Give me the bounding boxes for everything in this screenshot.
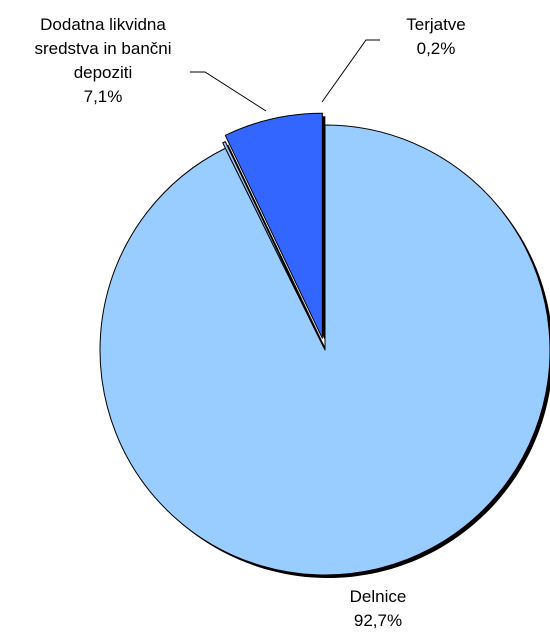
leader-line-2 xyxy=(190,71,267,112)
slice-labels: Delnice 92,7% Terjatve 0,2% Dodatna likvidna… xyxy=(34,15,465,630)
pie-slice-2 xyxy=(224,112,323,339)
pie-slice-1 xyxy=(222,141,323,346)
leader-lines xyxy=(190,39,380,112)
slice-value-label: 0,2% xyxy=(417,39,456,58)
slice-label-2: Dodatna likvidna sredstva in bančni depozi… xyxy=(34,15,171,106)
slice-name-label: depoziti xyxy=(74,63,133,82)
slice-name-label: sredstva in bančni xyxy=(34,39,171,58)
slice-label-0: Delnice 92,7% xyxy=(350,587,407,630)
slice-name-label: Terjatve xyxy=(406,15,466,34)
slice-value-label: 92,7% xyxy=(354,611,402,630)
slice-name-label: Delnice xyxy=(350,587,407,606)
pie-slice-0 xyxy=(99,124,550,576)
pie-slices xyxy=(99,112,550,578)
leader-line-1 xyxy=(321,39,380,103)
slice-name-label: Dodatna likvidna xyxy=(40,15,166,34)
slice-value-label: 7,1% xyxy=(84,87,123,106)
slice-label-1: Terjatve 0,2% xyxy=(406,15,466,58)
